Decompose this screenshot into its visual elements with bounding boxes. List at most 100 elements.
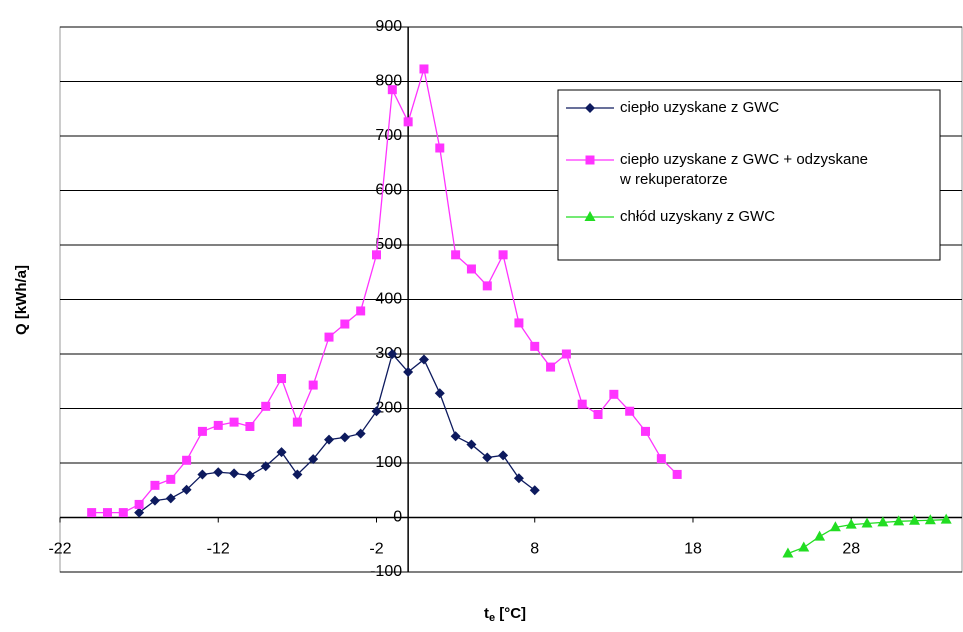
series-line: [91, 68, 678, 514]
y-tick-label: 500: [375, 236, 402, 253]
point-marker: [387, 349, 398, 359]
point-marker: [798, 541, 810, 552]
point-marker: [861, 517, 873, 528]
legend-box: [557, 89, 941, 261]
point-marker: [213, 420, 223, 430]
point-marker: [150, 480, 160, 490]
point-marker: [450, 431, 461, 442]
point-marker: [466, 439, 477, 450]
y-axis-label: Q [kWh/a]: [13, 265, 30, 335]
point-marker: [593, 409, 603, 419]
y-tick-label: 400: [375, 291, 402, 308]
point-marker: [482, 281, 492, 291]
point-marker: [893, 515, 905, 526]
point-marker: [625, 406, 635, 416]
point-marker: [419, 64, 429, 74]
y-tick-label: 700: [375, 127, 402, 144]
point-marker: [435, 143, 445, 153]
point-marker: [814, 530, 826, 541]
x-label-sub: e: [489, 612, 495, 624]
y-tick-label: 200: [375, 400, 402, 417]
point-marker: [261, 401, 271, 411]
legend-label: ciepło uzyskane z GWC + odzyskane w rekup…: [619, 151, 868, 188]
point-marker: [546, 362, 556, 372]
point-marker: [356, 306, 366, 316]
x-label-unit: [°C]: [495, 605, 526, 622]
x-tick-label: 18: [684, 541, 702, 558]
point-marker: [585, 103, 595, 113]
point-marker: [340, 319, 350, 329]
point-marker: [260, 461, 271, 472]
point-marker: [577, 399, 587, 409]
point-marker: [277, 374, 287, 384]
point-marker: [197, 426, 207, 436]
x-axis-label: te [°C]: [484, 605, 526, 624]
point-marker: [418, 354, 429, 365]
point-marker: [656, 454, 666, 464]
point-marker: [498, 250, 508, 260]
point-marker: [466, 264, 476, 274]
point-marker: [197, 469, 208, 480]
point-marker: [845, 518, 857, 529]
legend-line-text: chłód uzyskany z GWC: [620, 208, 775, 225]
point-marker: [339, 432, 350, 443]
point-marker: [498, 450, 509, 461]
y-tick-label: -100: [370, 563, 402, 580]
point-marker: [166, 474, 176, 484]
point-marker: [87, 508, 97, 518]
x-label-main: t: [484, 605, 489, 622]
point-marker: [324, 434, 335, 445]
point-marker: [371, 406, 382, 417]
point-marker: [292, 469, 303, 480]
point-marker: [609, 389, 619, 399]
y-tick-label: 100: [375, 454, 402, 471]
point-marker: [292, 417, 302, 427]
point-marker: [244, 470, 255, 481]
point-marker: [229, 468, 240, 479]
legend: ciepło uzyskane z GWC ciepło uzyskane z G…: [557, 89, 941, 261]
point-marker: [530, 341, 540, 351]
x-tick-label: 28: [842, 541, 860, 558]
point-marker: [229, 417, 239, 427]
point-marker: [561, 349, 571, 359]
point-marker: [182, 455, 192, 465]
x-tick-label: -2: [369, 541, 383, 558]
point-marker: [672, 469, 682, 479]
point-marker: [308, 454, 319, 465]
y-tick-label: 600: [375, 182, 402, 199]
point-marker: [877, 516, 889, 527]
point-marker: [276, 447, 287, 458]
point-marker: [181, 484, 192, 495]
legend-line-text: w rekuperatorze: [619, 171, 728, 188]
point-marker: [940, 513, 952, 524]
point-marker: [134, 499, 144, 509]
point-marker: [403, 366, 414, 377]
point-marker: [829, 521, 841, 532]
point-marker: [585, 155, 595, 165]
point-marker: [529, 485, 540, 496]
point-marker: [514, 318, 524, 328]
point-marker: [118, 508, 128, 518]
point-marker: [355, 428, 366, 439]
point-marker: [584, 211, 596, 221]
legend-line-text: ciepło uzyskane z GWC: [620, 99, 779, 116]
point-marker: [371, 250, 381, 260]
point-marker: [513, 473, 524, 484]
x-tick-label: -22: [48, 541, 71, 558]
point-marker: [387, 85, 397, 95]
point-marker: [782, 547, 794, 558]
point-marker: [102, 508, 112, 518]
point-marker: [924, 514, 936, 525]
point-marker: [482, 452, 493, 463]
legend-line-text: ciepło uzyskane z GWC + odzyskane: [620, 151, 868, 168]
point-marker: [149, 495, 160, 506]
point-marker: [165, 493, 176, 504]
point-marker: [134, 507, 145, 518]
x-tick-label: -12: [207, 541, 230, 558]
point-marker: [641, 426, 651, 436]
point-marker: [451, 250, 461, 260]
y-tick-label: 900: [375, 18, 402, 35]
x-tick-label: 8: [530, 541, 539, 558]
legend-label: ciepło uzyskane z GWC: [620, 99, 779, 116]
